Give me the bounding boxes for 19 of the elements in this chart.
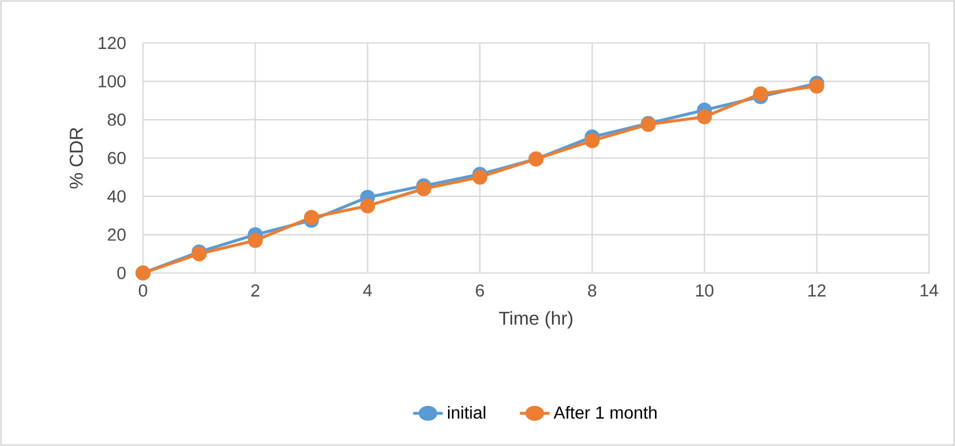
x-tick-label: 10 (696, 284, 714, 297)
y-tick-label: 100 (98, 75, 126, 88)
x-tick-label: 4 (363, 284, 372, 296)
x-tick-label: 6 (476, 284, 484, 297)
y-tick-label: 60 (108, 152, 126, 164)
y-tick-label: 40 (107, 190, 126, 202)
y-tick-label: 20 (108, 228, 126, 241)
legend-label: initial (448, 406, 486, 419)
x-tick-label: 8 (588, 284, 596, 297)
x-tick-label: 12 (808, 284, 826, 296)
legend-label: After 1 month (554, 406, 656, 419)
y-tick-label: 120 (98, 36, 126, 50)
x-tick-label: 2 (251, 284, 260, 296)
x-axis-title: Time (hr) (498, 311, 572, 329)
y-axis-title: % CDR (70, 128, 83, 188)
y-tick-label: 80 (108, 114, 126, 126)
y-tick-label: 0 (117, 266, 126, 280)
x-tick-label: 0 (138, 284, 148, 297)
x-tick-label: 14 (920, 284, 938, 296)
